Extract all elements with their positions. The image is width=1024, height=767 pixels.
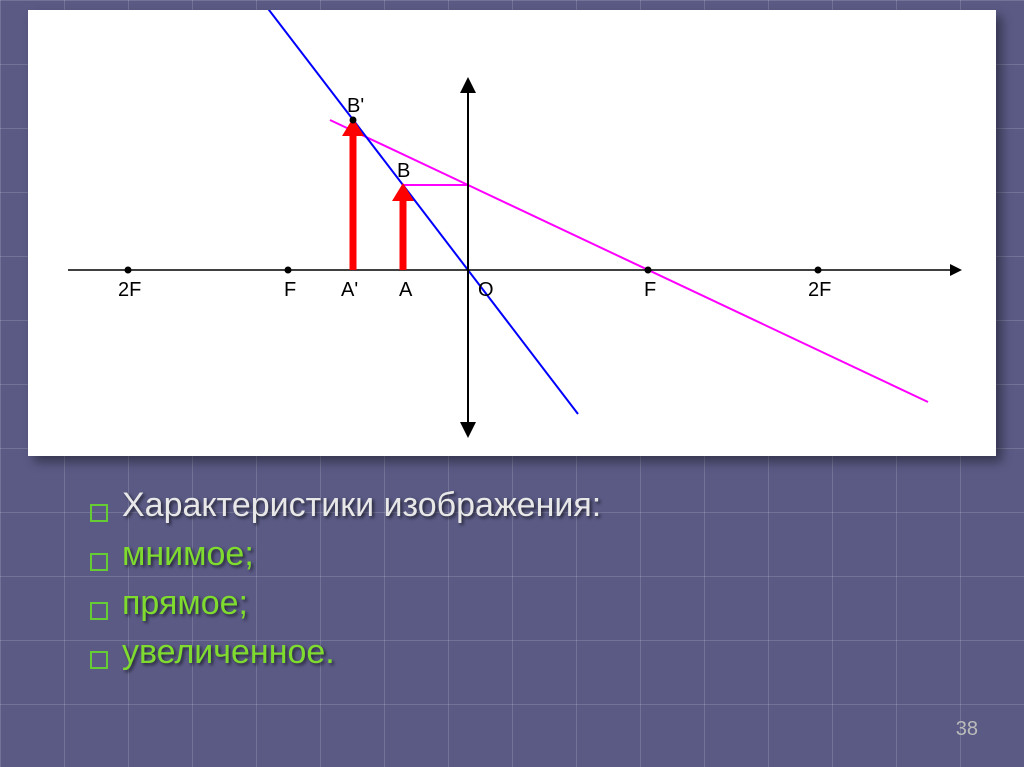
svg-text:F: F	[644, 279, 656, 301]
svg-text:B: B	[397, 160, 410, 182]
bullet-icon	[90, 602, 108, 620]
list-item: Характеристики изображения:	[90, 486, 601, 525]
svg-text:F: F	[284, 279, 296, 301]
bullet-icon	[90, 553, 108, 571]
optics-diagram-panel: O F F 2F 2F A B A' B'	[28, 10, 996, 456]
bullet-text: прямое;	[122, 584, 248, 623]
bullet-icon	[90, 651, 108, 669]
bullet-list: Характеристики изображения: мнимое; прям…	[90, 476, 601, 682]
bullet-text: увеличенное.	[122, 633, 335, 672]
svg-text:2F: 2F	[118, 279, 141, 301]
svg-text:A: A	[399, 279, 413, 301]
bullet-text: мнимое;	[122, 535, 254, 574]
svg-text:2F: 2F	[808, 279, 831, 301]
bullet-icon	[90, 504, 108, 522]
svg-text:B': B'	[347, 95, 364, 117]
bullet-text: Характеристики изображения:	[122, 486, 601, 525]
list-item: прямое;	[90, 584, 601, 623]
optics-diagram: O F F 2F 2F A B A' B'	[28, 10, 996, 456]
svg-text:A': A'	[341, 279, 358, 301]
list-item: увеличенное.	[90, 633, 601, 672]
page-number: 38	[956, 718, 978, 741]
list-item: мнимое;	[90, 535, 601, 574]
svg-text:O: O	[478, 279, 494, 301]
